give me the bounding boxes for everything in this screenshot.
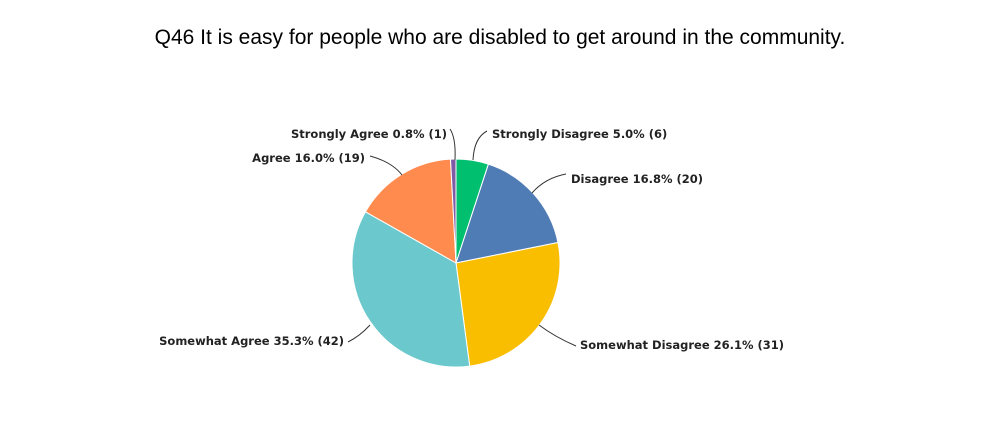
leader-line [347,324,371,343]
pie-slice-somewhat-disagree [455,241,561,367]
leader-line [449,128,456,161]
leader-line [531,173,567,194]
leader-line [538,324,577,347]
chart-title: Q46 It is easy for people who are disabl… [154,26,846,49]
data-label: Strongly Agree 0.8% (1) [291,127,447,141]
pie-slice-somewhat-agree [351,211,471,368]
pie-slice-disagree [455,163,559,264]
data-label: Agree 16.0% (19) [252,151,365,165]
pie-slice-strongly-agree [449,158,457,264]
leader-line [369,155,403,176]
leader-line [472,130,488,161]
data-label: Somewhat Disagree 26.1% (31) [580,338,784,352]
data-label: Disagree 16.8% (20) [571,172,703,186]
data-label: Somewhat Agree 35.3% (42) [159,334,344,348]
data-label: Strongly Disagree 5.0% (6) [492,127,667,141]
